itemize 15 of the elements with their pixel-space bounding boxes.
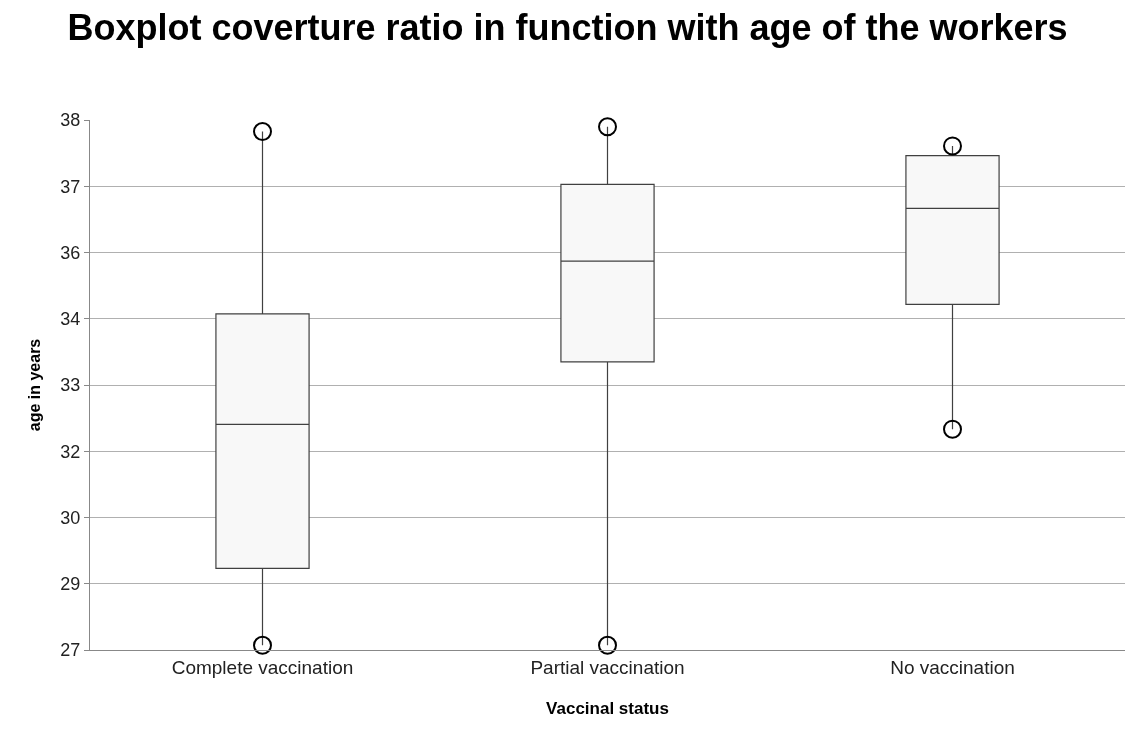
x-tick-label: Partial vaccination [530,656,685,678]
y-tick-label: 36 [60,242,81,263]
chart-title: Boxplot coverture ratio in function with age of the workers [67,7,1068,48]
y-axis-title: age in years [26,338,44,432]
y-tick-label: 37 [60,176,81,197]
y-tick-label: 32 [60,441,81,462]
x-tick-label: Complete vaccination [171,656,354,678]
y-tick-label: 30 [60,507,81,528]
x-axis-title: Vaccinal status [546,699,669,719]
y-tick-label: 33 [60,375,81,396]
y-tick-label: 29 [60,574,81,595]
y-tick-label: 34 [60,309,81,330]
y-tick-label: 27 [60,640,81,661]
x-tick-label: No vaccination [890,656,1015,678]
y-tick-label: 38 [60,110,81,131]
